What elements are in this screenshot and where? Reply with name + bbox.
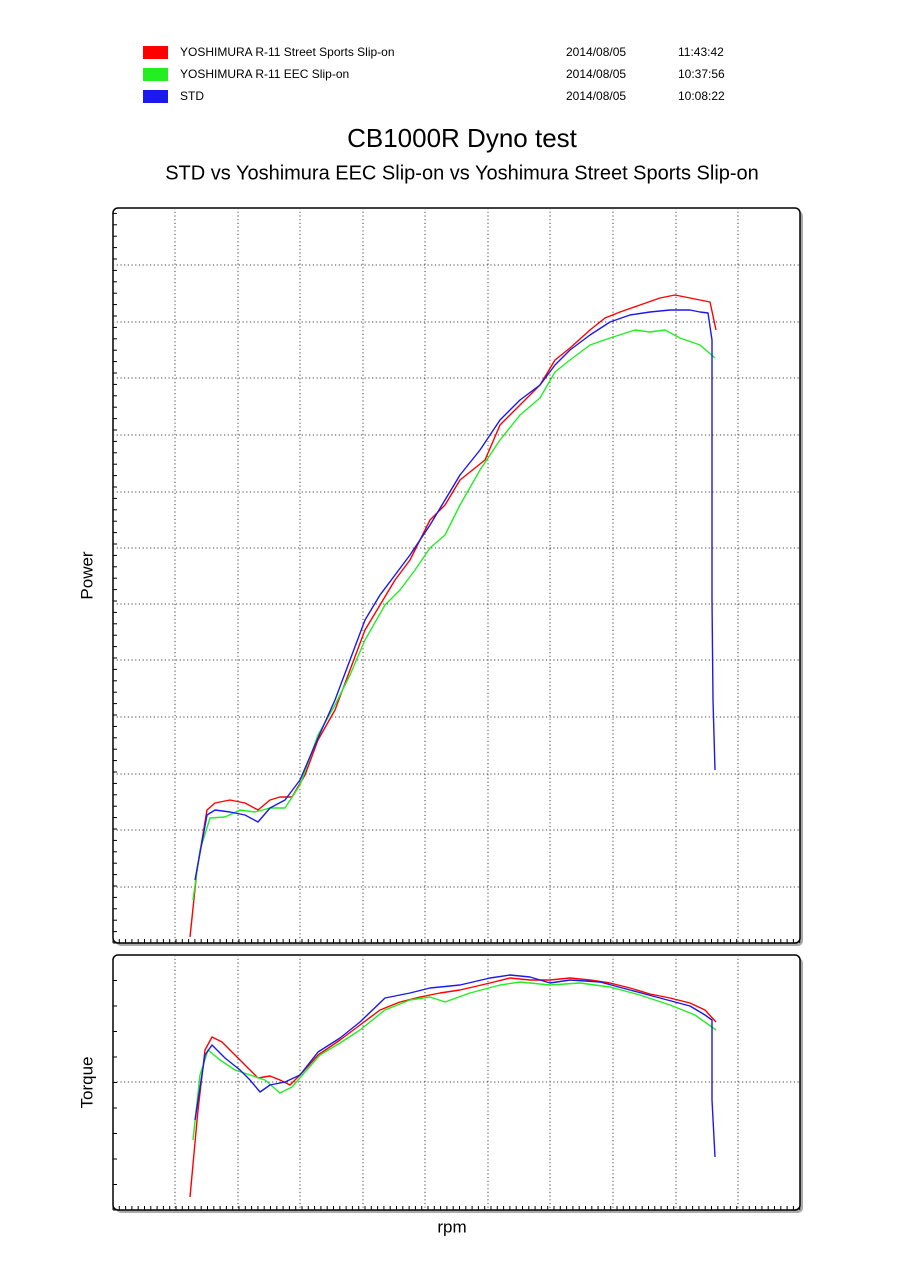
series-line — [189, 977, 717, 1198]
series-line — [194, 974, 716, 1158]
y-axis-label: Power — [77, 551, 96, 600]
legend-date: 2014/08/05 — [566, 67, 626, 81]
y-axis-label: Torque — [77, 1057, 96, 1109]
legend-time: 10:08:22 — [678, 89, 725, 103]
legend-swatch — [143, 90, 168, 103]
legend-date: 2014/08/05 — [566, 89, 626, 103]
series-line — [192, 329, 716, 901]
legend-label: YOSHIMURA R-11 EEC Slip-on — [180, 67, 349, 81]
legend-label: STD — [180, 89, 204, 103]
legend-time: 11:43:42 — [678, 45, 724, 59]
legend-label: YOSHIMURA R-11 Street Sports Slip-on — [180, 45, 395, 59]
x-axis-label: rpm — [437, 1217, 466, 1236]
plot-frame — [112, 207, 801, 944]
legend-time: 10:37:56 — [678, 67, 725, 81]
legend-swatch — [143, 46, 168, 59]
subtitle: STD vs Yoshimura EEC Slip-on vs Yoshimur… — [165, 162, 759, 184]
legend-date: 2014/08/05 — [566, 45, 626, 59]
plot-frame — [112, 954, 801, 1211]
legend-swatch — [143, 68, 168, 81]
series-line — [192, 981, 717, 1141]
series-line — [189, 294, 717, 938]
title: CB1000R Dyno test — [347, 123, 578, 153]
series-line — [194, 309, 716, 881]
